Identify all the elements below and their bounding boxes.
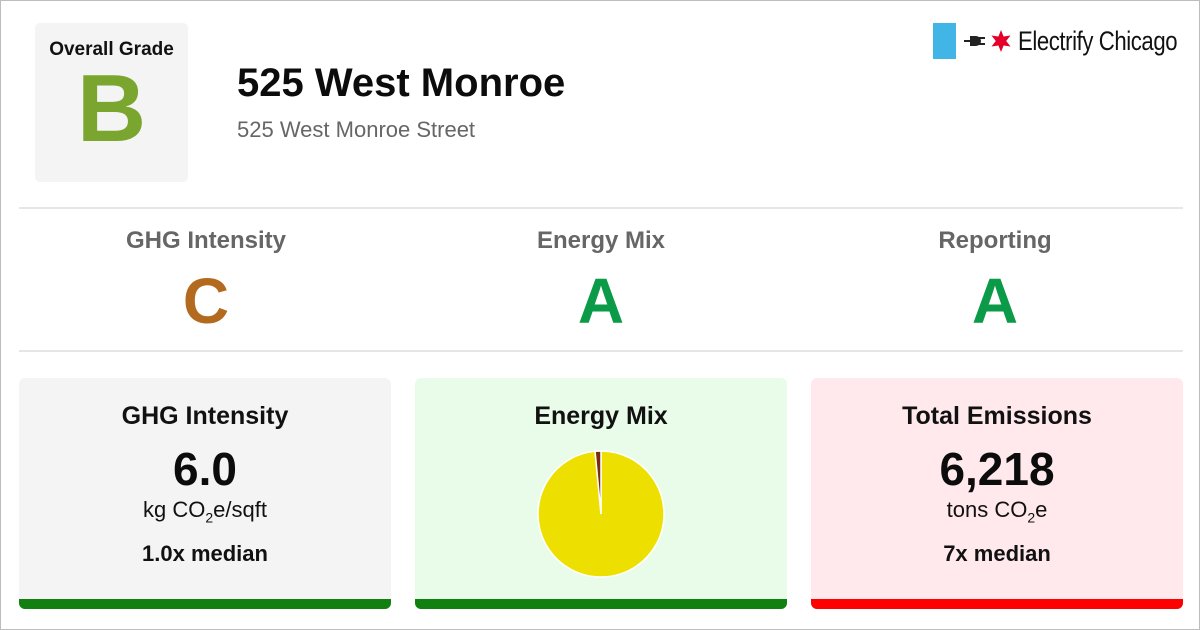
total-emissions-value: 6,218 <box>939 443 1055 495</box>
subgrade-letter: A <box>577 265 625 337</box>
brand-logo[interactable]: Electrify Chicago <box>933 23 1200 59</box>
subgrade-ghg-intensity: GHG Intensity C <box>9 227 403 333</box>
pie-slice-1 <box>594 450 602 515</box>
total-emissions-median: 7x median <box>943 541 1051 567</box>
overall-grade-label: Overall Grade <box>49 39 174 60</box>
building-name: 525 West Monroe <box>237 61 566 105</box>
subgrade-label: Reporting <box>938 227 1052 254</box>
card-title: Energy Mix <box>534 402 668 430</box>
subgrade-letter: C <box>182 265 230 337</box>
card-title: GHG Intensity <box>121 402 289 430</box>
chicago-flag-stripe-icon <box>933 23 956 59</box>
subgrade-label: Energy Mix <box>536 227 666 254</box>
ghg-intensity-unit: kg CO2e/sqft <box>143 497 267 526</box>
energy-mix-card: Energy Mix <box>415 378 787 609</box>
subgrade-energy-mix: Energy Mix A <box>404 227 798 333</box>
brand-name: Electrify Chicago <box>1018 25 1178 56</box>
energy-mix-pie-chart <box>537 450 665 578</box>
ghg-intensity-card: GHG Intensity 6.0 kg CO2e/sqft 1.0x medi… <box>19 378 391 609</box>
red-star-icon <box>991 30 1011 52</box>
total-emissions-card: Total Emissions 6,218 tons CO2e 7x media… <box>811 378 1183 609</box>
subgrade-letter: A <box>971 265 1019 337</box>
total-emissions-unit: tons CO2e <box>946 497 1048 526</box>
grade-color-bar <box>19 599 391 609</box>
grade-color-bar <box>811 599 1183 609</box>
card-title: Total Emissions <box>902 402 1092 430</box>
divider <box>19 207 1183 209</box>
overall-grade-box: Overall Grade B <box>35 23 188 182</box>
divider <box>19 350 1183 352</box>
plug-icon <box>964 36 985 46</box>
subgrade-reporting: Reporting A <box>798 227 1192 333</box>
ghg-intensity-median: 1.0x median <box>142 541 268 567</box>
building-address: 525 West Monroe Street <box>237 117 476 142</box>
subgrade-label: GHG Intensity <box>125 227 287 254</box>
grade-color-bar <box>415 599 787 609</box>
ghg-intensity-value: 6.0 <box>173 443 237 495</box>
overall-grade-letter: B <box>76 55 147 162</box>
